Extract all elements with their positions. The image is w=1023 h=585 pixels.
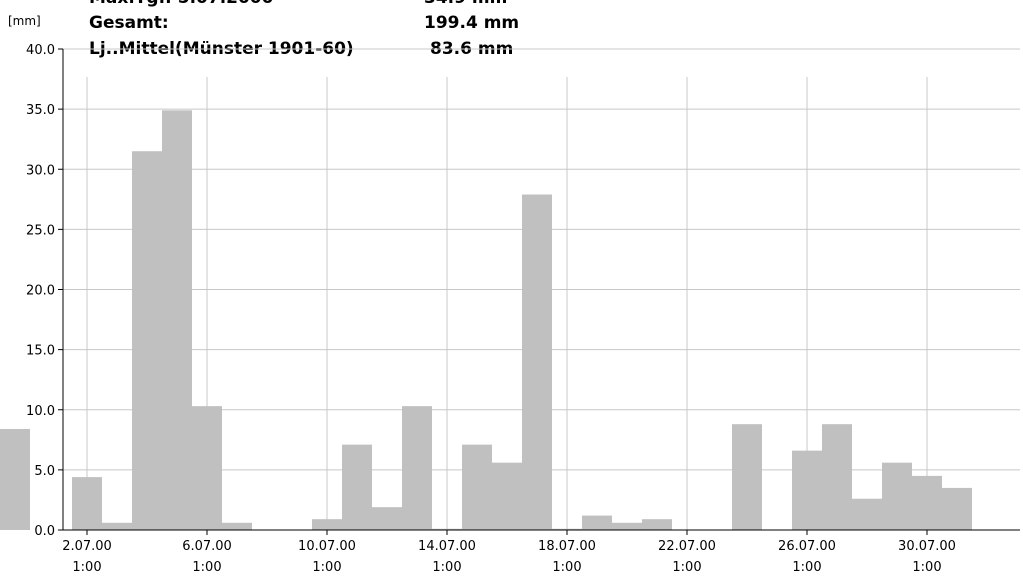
- y-axis-unit-label: [mm]: [8, 14, 41, 28]
- y-tick-label: 10.0: [26, 404, 55, 419]
- x-tick-label-time: 1:00: [432, 560, 461, 575]
- x-tick-label-date: 2.07.00: [62, 539, 112, 554]
- y-tick-label: 0.0: [34, 524, 55, 539]
- y-tick-label: 25.0: [26, 223, 55, 238]
- bar-day-2: [72, 477, 102, 530]
- y-tick-label: 15.0: [26, 344, 55, 359]
- x-tick-label-time: 1:00: [552, 560, 581, 575]
- y-tick-label: 35.0: [26, 103, 55, 118]
- bar-day-3: [102, 522, 132, 530]
- x-tick-label-date: 26.07.00: [778, 539, 836, 554]
- y-tick-label: 40.0: [26, 43, 55, 58]
- x-tick-label-time: 1:00: [672, 560, 701, 575]
- header-total-value: 199.4 mm: [424, 13, 520, 33]
- x-tick-label-date: 22.07.00: [658, 539, 716, 554]
- bar-day-27: [822, 424, 852, 530]
- bar-day-10: [312, 519, 342, 530]
- bar-day-7: [222, 522, 252, 530]
- x-tick-label-date: 14.07.00: [418, 539, 476, 554]
- labels-layer: 0.0 5.0 10.0 15.0 20.0 25.0 30.0 35.0 40.0 2.07.0…: [26, 43, 956, 575]
- bar-day-31: [942, 487, 972, 530]
- y-tick-label: 20.0: [26, 284, 55, 299]
- axis-layer: [58, 48, 1020, 535]
- header-max-day-value: 34.9 mm: [424, 0, 507, 8]
- bar-day-6: [192, 406, 222, 530]
- bar-day-19: [582, 515, 612, 530]
- bar-day-24: [732, 424, 762, 530]
- bar-day-16: [492, 462, 522, 530]
- bar-day-20: [612, 522, 642, 530]
- bar-day-11: [342, 444, 372, 530]
- bar-day-12: [372, 507, 402, 530]
- bar-day-17: [522, 194, 552, 530]
- bars-layer: [0, 110, 972, 530]
- bar-day-5: [162, 110, 192, 530]
- bar-day-14: [432, 528, 462, 530]
- x-tick-label-time: 1:00: [912, 560, 941, 575]
- header-total-label: Gesamt:: [89, 13, 169, 33]
- y-tick-label: 5.0: [34, 464, 55, 479]
- y-tick-label: 30.0: [26, 163, 55, 178]
- x-tick-label-time: 1:00: [192, 560, 221, 575]
- bar-day-undefined: [0, 428, 30, 530]
- bar-day-21: [642, 519, 672, 530]
- x-tick-label-time: 1:00: [792, 560, 821, 575]
- bar-day-30: [912, 475, 942, 530]
- bar-day-26: [792, 450, 822, 530]
- x-tick-label-time: 1:00: [72, 560, 101, 575]
- x-tick-label-date: 6.07.00: [182, 539, 232, 554]
- bar-day-13: [402, 406, 432, 530]
- bar-day-15: [462, 444, 492, 530]
- x-tick-label-date: 10.07.00: [298, 539, 356, 554]
- bar-day-18: [552, 528, 582, 530]
- bar-day-29: [882, 462, 912, 530]
- bar-day-4: [132, 151, 162, 530]
- x-tick-label-time: 1:00: [312, 560, 341, 575]
- x-tick-label-date: 18.07.00: [538, 539, 596, 554]
- x-tick-label-date: 30.07.00: [898, 539, 956, 554]
- header-max-day-label: Max.Tg.: 5.07.2000: [89, 0, 273, 8]
- bar-day-28: [852, 498, 882, 530]
